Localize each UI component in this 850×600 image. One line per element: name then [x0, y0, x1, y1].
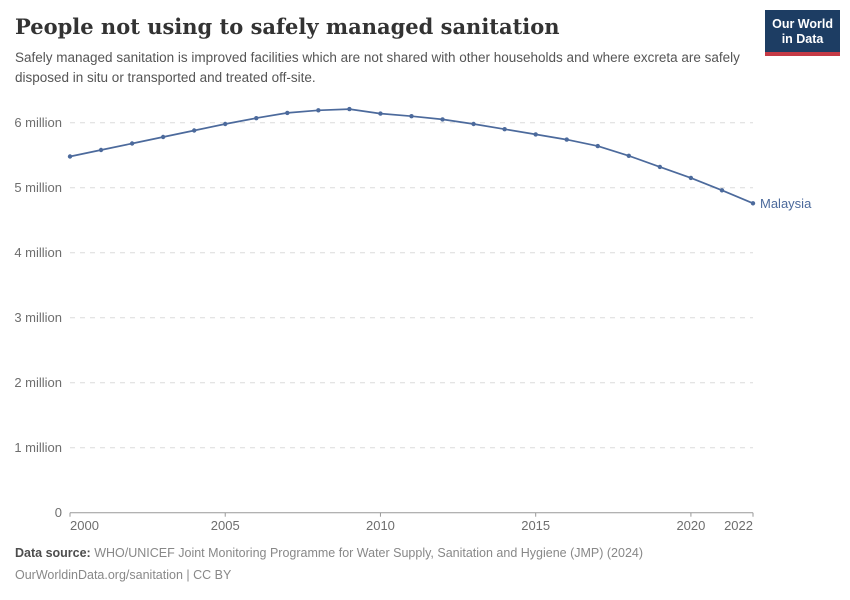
x-axis-tick-label: 2022 — [724, 518, 753, 533]
data-point[interactable] — [347, 106, 352, 112]
page-title: People not using to safely managed sanit… — [15, 14, 560, 39]
data-point[interactable] — [223, 121, 228, 127]
data-point[interactable] — [533, 132, 538, 137]
data-source-line: Data source: WHO/UNICEF Joint Monitoring… — [15, 543, 643, 565]
owid-logo-line2: in Data — [781, 31, 824, 46]
x-axis-tick-label: 2000 — [70, 518, 99, 533]
data-point[interactable] — [502, 127, 507, 132]
y-axis-tick-label: 5 million — [14, 180, 62, 195]
x-axis-tick-label: 2005 — [211, 518, 240, 533]
data-point[interactable] — [254, 115, 259, 121]
series-end-label: Malaysia — [760, 196, 812, 211]
x-axis-tick-label: 2010 — [366, 518, 395, 533]
data-point[interactable] — [160, 134, 166, 140]
data-source-text: WHO/UNICEF Joint Monitoring Programme fo… — [94, 546, 644, 560]
data-source-label: Data source: — [15, 546, 91, 560]
x-axis-tick-label: 2020 — [676, 518, 705, 533]
y-axis-tick-label: 6 million — [14, 115, 62, 130]
attribution-line: OurWorldinData.org/sanitation | CC BY — [15, 567, 232, 582]
data-point[interactable] — [688, 175, 694, 181]
data-point[interactable] — [409, 114, 414, 119]
data-point[interactable] — [285, 110, 290, 116]
data-point[interactable] — [67, 154, 73, 159]
data-point[interactable] — [378, 111, 383, 116]
data-point[interactable] — [626, 153, 632, 159]
y-axis-tick-label: 2 million — [14, 375, 62, 390]
data-point[interactable] — [564, 137, 569, 142]
chart-svg: 0 1 million 2 million 3 million 4 million 5 m… — [14, 106, 812, 533]
y-axis-tick-label: 3 million — [14, 310, 62, 325]
chart-header: People not using to safely managed sanit… — [0, 0, 850, 88]
data-point[interactable] — [98, 147, 104, 153]
data-point[interactable] — [129, 141, 135, 146]
data-point[interactable] — [657, 164, 663, 170]
owid-logo-line1: Our World — [772, 17, 833, 31]
x-axis-tick-label: 2015 — [521, 518, 550, 533]
data-point[interactable] — [595, 143, 600, 149]
series-line-malaysia[interactable] — [69, 108, 754, 205]
y-axis-tick-label: 1 million — [14, 440, 62, 455]
data-point[interactable] — [191, 128, 197, 133]
data-point[interactable] — [316, 108, 321, 113]
chart-subtitle: Safely managed sanitation is improved fa… — [15, 50, 740, 86]
y-axis-tick-label: 0 — [55, 505, 62, 520]
data-point[interactable] — [440, 117, 445, 122]
data-point[interactable] — [719, 188, 725, 193]
data-point[interactable] — [750, 201, 756, 206]
y-axis-tick-label: 4 million — [14, 245, 62, 260]
owid-logo[interactable]: Our World in Data — [765, 10, 840, 56]
data-point[interactable] — [471, 121, 476, 127]
chart-footer: Data source: WHO/UNICEF Joint Monitoring… — [15, 543, 643, 586]
